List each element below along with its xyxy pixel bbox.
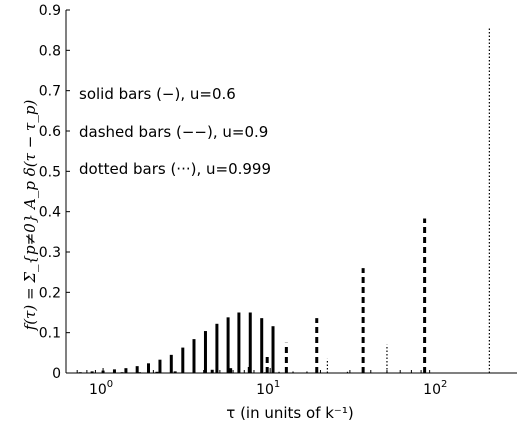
x-tick-label: 102 (423, 379, 447, 398)
x-tick-label: 101 (256, 379, 280, 398)
y-tick-label: 0.4 (39, 205, 61, 221)
y-tick-label: 0.6 (39, 124, 61, 140)
y-tick-label: 0.3 (39, 245, 61, 261)
plot-axes (65, 10, 517, 374)
y-tick-label: 0.9 (39, 3, 61, 19)
y-tick-label: 0.8 (39, 43, 61, 59)
y-tick-label: 0.5 (39, 164, 61, 180)
bars-layer (78, 28, 490, 373)
y-tick-label: 0.7 (39, 84, 61, 100)
y-tick-label: 0 (52, 366, 61, 382)
y-tick-label: 0.1 (39, 326, 61, 342)
annotation-dotted: dotted bars (···), u=0.999 (79, 160, 271, 178)
y-axis-label: f(τ) = Σ_{p≠0} A_p δ(τ − τ_p) (21, 100, 39, 332)
x-axis-label: τ (in units of k⁻¹) (226, 404, 353, 422)
annotation-dashed: dashed bars (−−), u=0.9 (79, 123, 268, 141)
x-tick-label: 100 (89, 379, 113, 398)
y-tick-label: 0.2 (39, 285, 61, 301)
ticks-layer: 0 0.1 0.2 0.3 0.4 0.5 0.6 0.7 0.8 0.9 100 101 102 (39, 3, 448, 398)
annotation-solid: solid bars (−), u=0.6 (79, 85, 236, 103)
